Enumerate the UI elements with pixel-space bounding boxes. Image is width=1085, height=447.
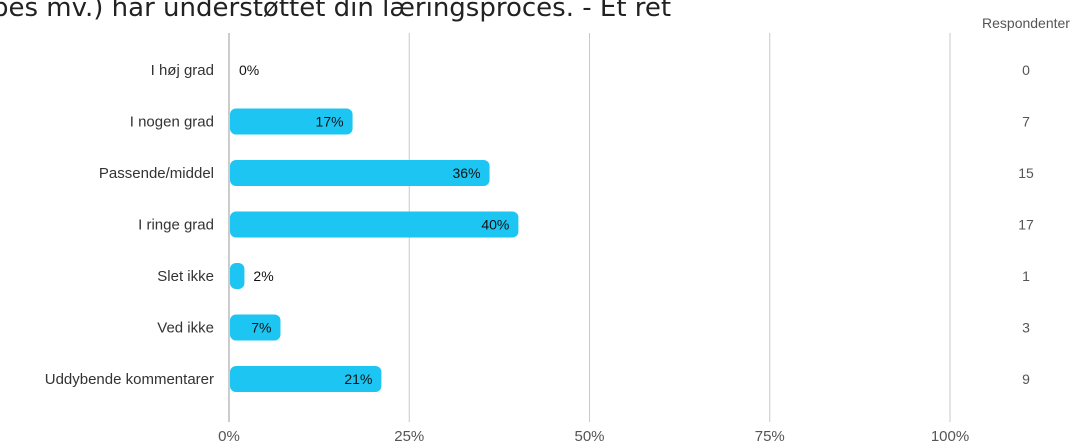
question-title: pes mv.) har understøttet din læringspro…	[0, 0, 672, 23]
respondents-header: Respondenter	[982, 15, 1070, 31]
respondent-count: 3	[1022, 320, 1030, 336]
bar	[230, 263, 245, 289]
category-label: I ringe grad	[138, 217, 214, 234]
category-label: Slet ikke	[157, 268, 214, 285]
respondent-count: 17	[1018, 217, 1034, 233]
data-label: 17%	[316, 114, 344, 130]
data-label: 2%	[253, 268, 273, 284]
data-label: 0%	[239, 62, 259, 78]
category-label: Uddybende kommentarer	[45, 371, 214, 388]
category-label: I høj grad	[151, 62, 214, 79]
category-label: I nogen grad	[130, 114, 214, 131]
x-tick-label: 75%	[755, 428, 785, 445]
category-label: Ved ikke	[157, 320, 214, 337]
respondent-count: 7	[1022, 114, 1030, 130]
data-label: 36%	[453, 165, 481, 181]
respondent-count: 0	[1022, 62, 1030, 78]
respondent-count: 1	[1022, 268, 1030, 284]
x-tick-label: 50%	[574, 428, 604, 445]
category-label: Passende/middel	[99, 165, 214, 182]
respondent-count: 15	[1018, 165, 1034, 181]
x-tick-label: 0%	[218, 428, 240, 445]
data-label: 40%	[481, 217, 509, 233]
data-label: 21%	[344, 371, 372, 387]
bar	[230, 366, 382, 392]
bar	[230, 211, 519, 238]
data-label: 7%	[251, 320, 271, 336]
respondent-count: 9	[1022, 371, 1030, 387]
bar	[230, 314, 281, 341]
x-tick-label: 100%	[931, 428, 969, 445]
bar	[230, 160, 490, 186]
x-tick-label: 25%	[394, 428, 424, 445]
bar	[230, 108, 353, 135]
